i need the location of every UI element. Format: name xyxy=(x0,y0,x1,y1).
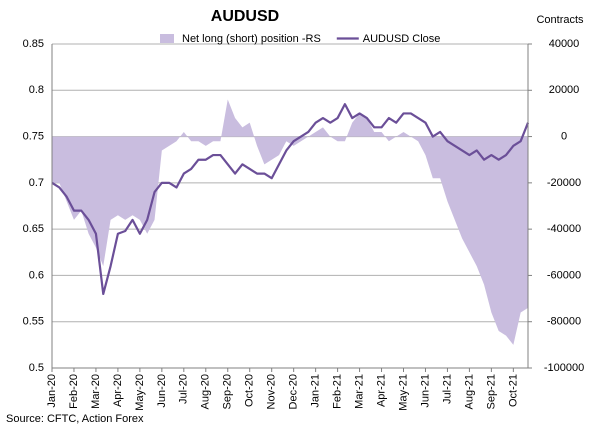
y2-tick-label: 0 xyxy=(561,130,567,142)
y2-tick-label: -60000 xyxy=(547,269,581,281)
x-tick-label: Mar-20 xyxy=(90,374,102,409)
y2-axis-title: Contracts xyxy=(536,14,584,26)
x-tick-label: Dec-20 xyxy=(288,374,300,409)
legend-label: AUDUSD Close xyxy=(363,33,441,45)
y-tick-label: 0.6 xyxy=(29,269,44,281)
x-tick-label: Oct-20 xyxy=(244,374,256,407)
y-tick-label: 0.55 xyxy=(23,316,44,328)
x-tick-label: Sep-21 xyxy=(485,374,497,409)
x-tick-label: Sep-20 xyxy=(222,374,234,409)
line xyxy=(51,103,530,296)
x-tick-label: Aug-20 xyxy=(200,374,212,409)
legend-swatch xyxy=(160,34,174,43)
source: Source: CFTC, Action Forex xyxy=(6,413,144,425)
y-tick-label: 0.5 xyxy=(29,362,44,374)
legend-label: Net long (short) position -RS xyxy=(182,33,321,45)
x-tick-label: Jul-20 xyxy=(178,374,190,404)
x-tick-label: Apr-21 xyxy=(375,374,387,407)
x-tick-label: Jun-20 xyxy=(156,374,168,408)
y-tick-label: 0.85 xyxy=(23,38,44,50)
y-tick-label: 0.7 xyxy=(29,177,44,189)
x-tick-label: Aug-21 xyxy=(463,374,475,409)
x-tick-label: Jan-21 xyxy=(310,374,322,408)
x-tick-label: Jun-21 xyxy=(419,374,431,408)
x-tick-label: Apr-20 xyxy=(112,374,124,407)
x-tick-label: Mar-21 xyxy=(353,374,365,409)
x-tick-label: Jan-20 xyxy=(46,374,58,408)
x-tick-label: May-21 xyxy=(397,374,409,411)
x-tick-label: Feb-20 xyxy=(68,374,80,409)
y-tick-label: 0.75 xyxy=(23,130,44,142)
x-tick-label: Oct-21 xyxy=(507,374,519,407)
y-tick-label: 0.8 xyxy=(29,84,44,96)
y2-tick-label: -80000 xyxy=(547,316,581,328)
y-tick-label: 0.65 xyxy=(23,223,44,235)
y2-tick-label: 40000 xyxy=(549,38,580,50)
x-tick-label: Nov-20 xyxy=(266,374,278,409)
y2-tick-label: -100000 xyxy=(544,362,584,374)
chart-title: AUDUSD xyxy=(211,8,279,25)
y2-tick-label: 20000 xyxy=(549,84,580,96)
x-tick-label: May-20 xyxy=(134,374,146,411)
y2-tick-label: -40000 xyxy=(547,223,581,235)
x-tick-label: Jul-21 xyxy=(441,374,453,404)
x-tick-label: Feb-21 xyxy=(332,374,344,409)
y2-tick-label: -20000 xyxy=(547,177,581,189)
